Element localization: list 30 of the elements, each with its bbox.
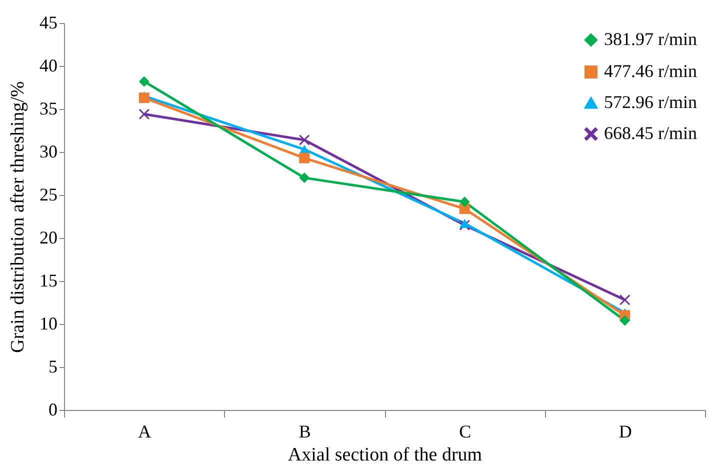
x-tick-label: D	[618, 422, 632, 442]
legend-label: 572.96 r/min	[604, 92, 697, 112]
y-tick-label: 25	[40, 184, 58, 204]
y-tick-label: 0	[48, 400, 58, 420]
point	[459, 196, 470, 208]
point	[620, 294, 630, 306]
y-axis-title: Grain distribution after threshing/%	[8, 80, 28, 353]
y-tick-label: 5	[48, 356, 58, 376]
x-tick-label: C	[459, 422, 472, 442]
y-tick-label: 10	[40, 314, 58, 334]
legend-label: 381.97 r/min	[604, 29, 697, 49]
x-tick-label: B	[298, 422, 311, 442]
point	[138, 108, 150, 120]
point	[299, 134, 310, 146]
y-tick-label: 30	[40, 142, 58, 162]
y-tick-label: 35	[40, 98, 58, 118]
point	[138, 76, 150, 87]
point	[459, 218, 470, 228]
legend-label: 477.46 r/min	[604, 61, 697, 81]
y-tick-label: 45	[40, 12, 58, 32]
point	[138, 92, 150, 104]
point	[299, 172, 310, 184]
y-tick-label: 15	[40, 270, 58, 290]
y-tick-label: 40	[40, 56, 58, 76]
x-tick-label: A	[138, 422, 152, 442]
x-axis-title: Axial section of the drum	[288, 444, 482, 466]
legend-label: 668.45 r/min	[604, 123, 697, 143]
point	[620, 315, 630, 326]
y-tick-label: 20	[40, 228, 58, 248]
point	[299, 152, 310, 164]
